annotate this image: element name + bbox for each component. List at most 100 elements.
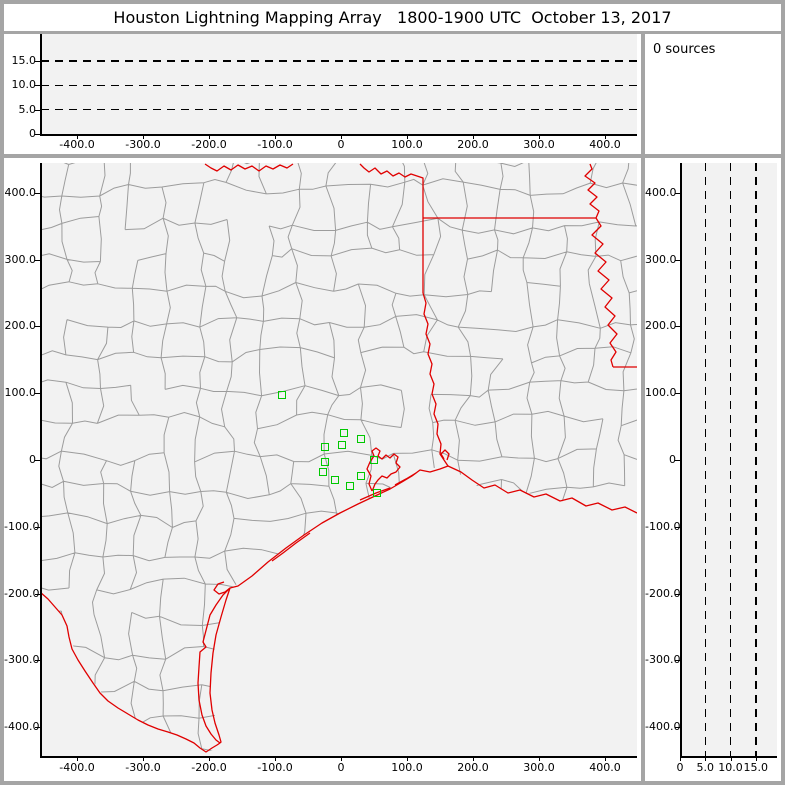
rio-grande-border xyxy=(40,591,221,753)
sources-count-label: 0 sources xyxy=(653,42,716,57)
x-tick-mark xyxy=(341,134,342,139)
y-tick-label: 400.0 xyxy=(645,185,677,199)
x-tick-label: -300.0 xyxy=(125,138,161,151)
station-marker xyxy=(356,435,365,444)
x-tick-label: 400.0 xyxy=(589,761,621,774)
y-tick-label: 15.0 xyxy=(11,53,37,67)
x-tick-label: 15.0 xyxy=(743,761,769,774)
y-tick-label: 100.0 xyxy=(4,386,37,400)
x-tick-mark xyxy=(539,134,540,139)
x-tick-label: 200.0 xyxy=(457,138,489,151)
map-background xyxy=(40,163,637,756)
x-tick-mark xyxy=(473,756,474,761)
station-marker xyxy=(369,455,378,464)
x-tick-label: -100.0 xyxy=(257,138,293,151)
y-axis xyxy=(680,163,682,756)
station-marker xyxy=(340,428,349,437)
y-tick-mark xyxy=(675,460,680,461)
x-tick-mark xyxy=(341,756,342,761)
y-tick-mark xyxy=(35,259,40,261)
y-tick-label: 0 xyxy=(29,127,36,140)
station-marker xyxy=(356,472,365,481)
map-plot-canvas[interactable] xyxy=(40,163,637,756)
x-tick-label: 300.0 xyxy=(523,138,555,151)
state-borders-and-coastline xyxy=(40,163,637,753)
y-tick-mark xyxy=(35,60,40,62)
title-bar: Houston Lightning Mapping Array 1800-190… xyxy=(4,4,781,31)
altitude-grid-line xyxy=(41,108,637,111)
x-tick-mark xyxy=(605,134,606,139)
x-tick-label: 100.0 xyxy=(391,761,423,774)
x-axis xyxy=(40,756,637,758)
x-tick-label: 100.0 xyxy=(391,138,423,151)
x-tick-label: -200.0 xyxy=(191,761,227,774)
x-tick-mark xyxy=(473,134,474,139)
plan-view-map-panel: -400.0 -300.0 -200.0 -100.0 0 100.0 200.0 300.0… xyxy=(4,158,641,781)
y-tick-mark xyxy=(675,393,680,395)
y-axis xyxy=(40,34,42,135)
y-tick-mark xyxy=(675,326,680,328)
texas-east-border xyxy=(359,163,424,293)
x-tick-mark xyxy=(143,134,144,139)
mississippi-river-border xyxy=(584,163,618,368)
x-tick-label: -400.0 xyxy=(59,761,95,774)
y-tick-mark xyxy=(675,526,680,528)
y-tick-label: 200.0 xyxy=(645,319,677,333)
y-tick-mark xyxy=(35,727,40,729)
y-tick-label: 0 xyxy=(669,453,676,466)
y-tick-label: 0 xyxy=(29,453,36,466)
barrier-islands xyxy=(359,472,417,501)
y-tick-label: 100.0 xyxy=(645,386,677,400)
y-axis xyxy=(40,163,42,756)
y-tick-label: -200.0 xyxy=(645,586,681,600)
station-marker xyxy=(345,481,354,490)
altitude-ns-plot-canvas[interactable] xyxy=(681,163,777,756)
y-tick-mark xyxy=(35,326,40,328)
station-marker xyxy=(372,488,381,497)
y-tick-mark xyxy=(35,192,40,194)
altitude-grid-line xyxy=(704,163,706,756)
altitude-ew-plot-canvas[interactable] xyxy=(41,34,637,134)
y-tick-mark xyxy=(675,660,680,662)
x-tick-label: 300.0 xyxy=(523,761,555,774)
x-tick-label: 0 xyxy=(337,761,345,774)
altitude-ns-panel: 400.0 300.0 200.0 100.0 0 -100.0 -200.0 -300.0 -… xyxy=(645,158,781,781)
y-tick-mark xyxy=(35,134,40,135)
x-tick-label: 0 xyxy=(337,138,345,151)
station-marker xyxy=(320,457,329,466)
y-tick-mark xyxy=(675,192,680,194)
altitude-grid-line xyxy=(41,60,637,62)
station-marker xyxy=(321,443,330,452)
x-tick-mark xyxy=(209,756,210,761)
altitude-grid-line xyxy=(41,84,637,87)
y-tick-label: 300.0 xyxy=(4,252,37,266)
x-tick-label: 400.0 xyxy=(589,138,621,151)
station-marker xyxy=(319,468,328,477)
y-tick-mark xyxy=(35,393,40,395)
y-tick-label: 200.0 xyxy=(4,319,37,333)
y-tick-label: -100.0 xyxy=(4,519,40,533)
y-tick-mark xyxy=(675,593,680,595)
x-tick-label: 10.0 xyxy=(718,761,743,774)
y-tick-label: 5.0 xyxy=(18,102,37,116)
altitude-grid-line xyxy=(729,163,732,756)
y-tick-label: -400.0 xyxy=(4,720,40,734)
y-tick-mark xyxy=(35,660,40,662)
x-tick-mark xyxy=(605,756,606,761)
red-river-border xyxy=(204,163,294,172)
y-tick-mark xyxy=(35,109,40,111)
x-tick-mark xyxy=(77,134,78,139)
gulf-coastline xyxy=(197,465,637,744)
x-tick-mark xyxy=(730,756,732,761)
y-tick-label: -100.0 xyxy=(645,519,681,533)
altitude-ew-panel: -400.0 -300.0 -200.0 -100.0 0 100.0 200.0 300.0… xyxy=(4,34,641,154)
y-tick-label: -400.0 xyxy=(645,720,681,734)
y-tick-label: 400.0 xyxy=(4,185,37,199)
x-tick-mark xyxy=(680,756,681,761)
x-tick-mark xyxy=(143,756,144,761)
x-tick-label: 5.0 xyxy=(696,761,715,774)
x-tick-label: -300.0 xyxy=(125,761,161,774)
x-tick-label: 200.0 xyxy=(457,761,489,774)
x-tick-mark xyxy=(539,756,540,761)
